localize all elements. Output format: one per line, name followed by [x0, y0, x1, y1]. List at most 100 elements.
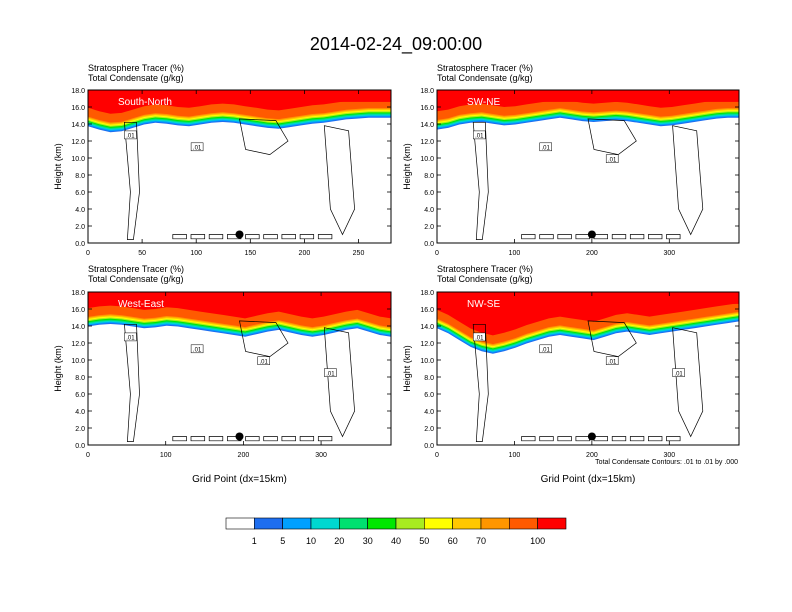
y-tick-label: 12.0	[71, 139, 85, 146]
condensate-contour	[263, 436, 278, 442]
x-tick-label: 0	[86, 250, 90, 257]
tracer-top-cap	[437, 90, 739, 102]
colorbar-level-label: 70	[476, 536, 486, 546]
colorbar-swatch	[310, 517, 340, 530]
y-tick-label: 2.0	[75, 426, 85, 433]
x-axis-label: Grid Point (dx=15km)	[192, 474, 287, 485]
colorbar-level-label: 30	[363, 536, 373, 546]
colorbar-swatch	[225, 517, 255, 530]
y-tick-label: 18.0	[71, 290, 85, 297]
condensate-contour	[557, 436, 572, 442]
colorbar-level-label: 60	[448, 536, 458, 546]
colorbar-swatch	[367, 517, 397, 530]
panel-title-condensate: Total Condensate (g/kg)	[437, 73, 533, 83]
condensate-contour	[281, 436, 296, 442]
y-tick-label: 10.0	[420, 358, 434, 365]
contour-label-box	[672, 368, 685, 377]
y-tick-label: 8.0	[424, 375, 434, 382]
condensate-contour	[521, 234, 536, 240]
x-tick-label: 100	[160, 452, 172, 459]
contour-label-box	[605, 154, 619, 163]
contour-label: .01	[542, 348, 551, 354]
colorbar-swatch	[508, 517, 538, 530]
x-tick-label: 300	[663, 250, 675, 257]
plot-frame	[436, 291, 740, 446]
y-tick-label: 0.0	[424, 241, 434, 248]
x-tick-label: 300	[663, 452, 675, 459]
y-tick-label: 8.0	[424, 173, 434, 180]
x-tick-label: 150	[244, 250, 256, 257]
y-tick-label: 16.0	[420, 105, 434, 112]
condensate-contour	[629, 436, 645, 442]
panel-west-east: Stratosphere Tracer (%) Total Condensate…	[53, 264, 392, 485]
condensate-contour	[539, 436, 554, 442]
y-tick-label: 12.0	[420, 341, 434, 348]
x-axis-label: Grid Point (dx=15km)	[541, 474, 636, 485]
y-tick-label: 18.0	[420, 88, 434, 95]
y-tick-label: 2.0	[424, 224, 434, 231]
contour-label: .01	[326, 371, 335, 377]
contour-label: .01	[126, 336, 135, 342]
condensate-contour	[323, 327, 355, 438]
y-tick-label: 6.0	[424, 190, 434, 197]
condensate-contour	[672, 327, 704, 438]
x-tick-label: 100	[509, 250, 521, 257]
condensate-contour	[245, 234, 260, 240]
panel-title-tracer: Stratosphere Tracer (%)	[437, 63, 533, 73]
location-marker	[235, 432, 244, 441]
condensate-contour	[190, 436, 206, 442]
colorbar-swatch	[254, 517, 283, 530]
location-marker	[587, 432, 596, 441]
condensate-contour	[124, 121, 140, 240]
condensate-contour	[208, 436, 224, 442]
condensate-contour	[539, 234, 554, 240]
y-tick-label: 16.0	[420, 307, 434, 314]
plot-area: .01 .01	[88, 90, 391, 243]
y-tick-label: 8.0	[75, 375, 85, 382]
y-tick-label: 14.0	[420, 122, 434, 129]
colorbar: 1 5 10 20 30 40 50 60 70 100	[225, 517, 567, 546]
plot-frame	[87, 89, 392, 244]
figure-title: 2014-02-24_09:00:00	[310, 34, 482, 55]
x-tick-label: 200	[586, 452, 598, 459]
colorbar-level-label: 10	[306, 536, 316, 546]
contour-label-box	[473, 332, 486, 342]
panel-south-north: Stratosphere Tracer (%) Total Condensate…	[53, 63, 392, 257]
y-tick-label: 14.0	[71, 122, 85, 129]
x-tick-label: 0	[435, 250, 439, 257]
tracer-top-cap	[437, 292, 739, 304]
location-marker	[587, 230, 596, 239]
cross-section-label: South-North	[118, 97, 172, 108]
condensate-contour	[666, 436, 681, 442]
y-axis-label: Height (km)	[402, 143, 412, 190]
condensate-contour	[172, 436, 187, 442]
contour-footnote: Total Condensate Contours: .01 to .01 by…	[595, 459, 738, 466]
y-tick-label: 14.0	[420, 324, 434, 331]
y-tick-label: 4.0	[424, 409, 434, 416]
y-tick-label: 12.0	[71, 341, 85, 348]
contour-label: .01	[475, 134, 484, 140]
x-tick-label: 200	[299, 250, 311, 257]
x-tick-label: 200	[586, 250, 598, 257]
condensate-contour	[263, 234, 278, 240]
contour-label: .01	[542, 146, 551, 152]
condensate-contour	[208, 234, 224, 240]
y-tick-label: 10.0	[71, 156, 85, 163]
condensate-contour	[239, 118, 289, 155]
y-tick-label: 6.0	[75, 190, 85, 197]
y-tick-label: 16.0	[71, 105, 85, 112]
cross-section-label: West-East	[118, 299, 164, 310]
cross-section-label: SW-NE	[467, 97, 500, 108]
plot-area: .01 .01 .01 .01	[437, 292, 739, 445]
panel-title-tracer: Stratosphere Tracer (%)	[88, 63, 184, 73]
y-tick-label: 4.0	[75, 409, 85, 416]
y-axis-label: Height (km)	[53, 143, 63, 190]
colorbar-level-label: 100	[530, 536, 545, 546]
condensate-contour	[317, 234, 333, 240]
x-tick-label: 50	[138, 250, 146, 257]
x-tick-label: 200	[238, 452, 250, 459]
colorbar-swatch	[395, 517, 425, 530]
contour-label-box	[539, 142, 552, 152]
condensate-contour	[666, 234, 681, 240]
condensate-contour	[611, 234, 627, 240]
